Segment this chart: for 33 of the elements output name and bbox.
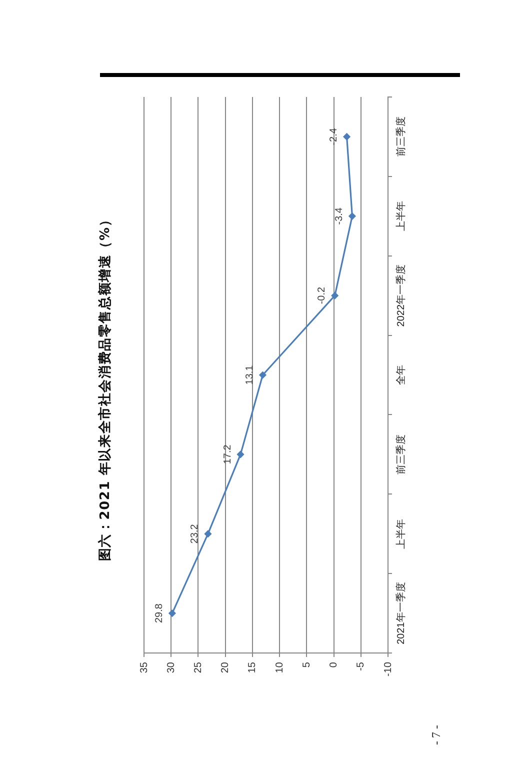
y-tick-label: 2021年一季度 (394, 582, 407, 644)
x-tick-label: 35 (138, 662, 150, 674)
data-label: 17.2 (222, 444, 234, 464)
x-tick-label: 30 (166, 662, 177, 674)
point (236, 450, 244, 458)
text: 图六：2021 年以来全市社会消费品零售总额增速（%） (96, 212, 114, 564)
point (168, 609, 176, 618)
x-tick-label: 5 (301, 662, 312, 668)
y-tick-label: 2022年一季度 (394, 264, 407, 327)
y-tick-label: 全年 (394, 365, 407, 385)
x-tick-label: 20 (220, 662, 232, 674)
y-tick-label: 前三季度 (394, 116, 407, 157)
text: - 7 - (429, 724, 444, 747)
point (342, 132, 351, 141)
x-tick-label: 0 (328, 662, 340, 668)
point (258, 371, 267, 379)
data-label: 13.1 (244, 364, 256, 385)
data-label: -3.4 (334, 207, 345, 225)
y-tick-label: 上半年 (394, 518, 407, 549)
x-tick-label: -5 (356, 662, 367, 671)
y-tick-label: 前三季度 (394, 434, 407, 474)
data-label: -0.2 (316, 286, 328, 304)
y-tick-label: 上半年 (394, 201, 407, 232)
point (348, 212, 356, 220)
x-tick-label: 15 (247, 662, 258, 674)
x-tick-label: 10 (274, 662, 286, 674)
data-label: 29.8 (154, 603, 165, 624)
x-tick-label: 25 (192, 662, 204, 674)
point (331, 292, 339, 300)
data-label: 23.2 (190, 524, 201, 544)
x-tick-label: -10 (382, 662, 394, 676)
point (204, 530, 212, 538)
data-label: -2.4 (328, 128, 340, 146)
